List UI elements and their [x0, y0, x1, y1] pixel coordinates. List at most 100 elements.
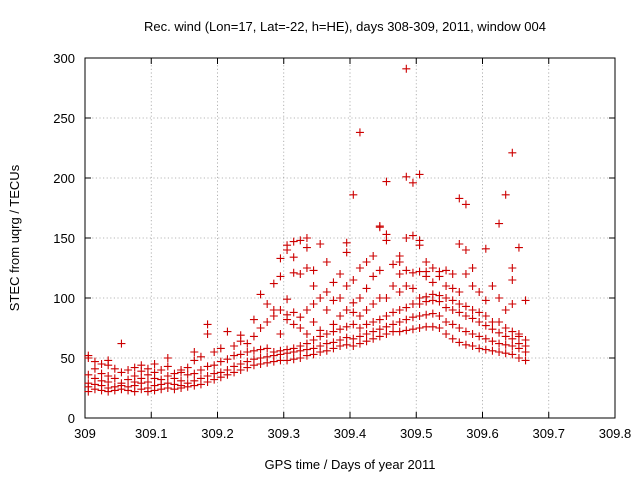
data-point — [501, 340, 510, 349]
data-point — [369, 318, 378, 326]
data-point — [210, 369, 219, 378]
data-point — [402, 266, 411, 275]
data-point — [508, 276, 517, 284]
data-point — [382, 322, 391, 331]
data-point — [508, 264, 517, 272]
data-point — [143, 364, 152, 373]
data-point — [349, 308, 358, 317]
point-layer — [84, 64, 530, 396]
data-point — [461, 246, 470, 254]
data-point — [269, 348, 278, 356]
data-point — [84, 379, 93, 388]
data-point — [461, 312, 470, 320]
data-point — [408, 268, 417, 277]
data-point — [249, 346, 258, 355]
data-point — [495, 348, 504, 356]
data-point — [249, 315, 258, 324]
data-point — [276, 330, 285, 338]
data-point — [223, 327, 232, 336]
data-point — [203, 372, 212, 380]
data-point — [322, 346, 331, 355]
data-point — [316, 294, 325, 302]
data-point — [448, 320, 457, 329]
data-point — [283, 295, 292, 304]
data-point — [210, 348, 219, 356]
data-point — [170, 369, 179, 378]
data-point — [342, 333, 351, 342]
data-point — [455, 308, 464, 317]
data-point — [389, 308, 398, 317]
data-point — [442, 330, 451, 338]
data-point — [508, 300, 517, 308]
data-point — [362, 284, 371, 293]
data-point — [461, 327, 470, 336]
data-point — [236, 350, 245, 359]
data-point — [455, 194, 464, 203]
data-point — [408, 313, 417, 322]
data-point — [501, 332, 510, 341]
data-point — [461, 270, 470, 278]
data-point — [442, 294, 451, 302]
data-point — [415, 236, 424, 245]
data-point — [468, 330, 477, 338]
data-point — [508, 342, 517, 350]
data-point — [355, 264, 364, 272]
data-point — [369, 334, 378, 343]
data-point — [342, 340, 351, 349]
data-point — [475, 318, 484, 326]
data-point — [395, 306, 404, 314]
data-point — [84, 370, 93, 379]
data-point — [256, 354, 265, 362]
data-point — [422, 292, 431, 301]
data-point — [309, 318, 318, 326]
data-point — [514, 354, 523, 362]
data-point — [508, 334, 517, 343]
data-point — [276, 254, 285, 263]
data-point — [501, 324, 510, 332]
data-point — [395, 252, 404, 260]
data-point — [342, 248, 351, 257]
data-point — [448, 270, 457, 278]
x-tick-label: 309.6 — [466, 426, 499, 441]
data-point — [110, 374, 119, 383]
data-point — [448, 334, 457, 343]
data-point — [355, 332, 364, 341]
data-point — [289, 344, 298, 353]
x-tick-label: 309.8 — [599, 426, 632, 441]
data-point — [143, 378, 152, 386]
data-point — [150, 360, 159, 368]
data-point — [435, 291, 444, 300]
data-point — [230, 342, 239, 350]
data-point — [216, 344, 225, 353]
data-point — [395, 288, 404, 296]
data-point — [157, 375, 166, 384]
data-point — [415, 294, 424, 302]
data-point — [375, 325, 384, 334]
data-point — [163, 372, 172, 380]
tick-layer: 309 309.1 309.2 309.3 309.4 309.5 309.6 309.7 30… — [53, 51, 631, 441]
data-point — [355, 294, 364, 302]
data-point — [501, 190, 510, 199]
data-point — [329, 338, 338, 347]
data-point — [415, 324, 424, 332]
data-point — [389, 320, 398, 329]
data-point — [336, 325, 345, 334]
data-point — [468, 342, 477, 350]
data-point — [355, 324, 364, 332]
data-point — [309, 344, 318, 353]
data-point — [402, 315, 411, 324]
y-axis-label: STEC from uqrg / TECUs — [7, 164, 22, 311]
data-point — [329, 296, 338, 305]
data-point — [375, 332, 384, 341]
data-point — [316, 240, 325, 248]
data-point — [468, 264, 477, 272]
data-point — [508, 350, 517, 359]
data-point — [97, 360, 106, 368]
data-point — [455, 324, 464, 332]
data-point — [190, 348, 199, 356]
data-point — [97, 369, 106, 378]
data-point — [408, 325, 417, 334]
data-point — [163, 379, 172, 388]
data-point — [322, 330, 331, 338]
data-point — [362, 320, 371, 329]
